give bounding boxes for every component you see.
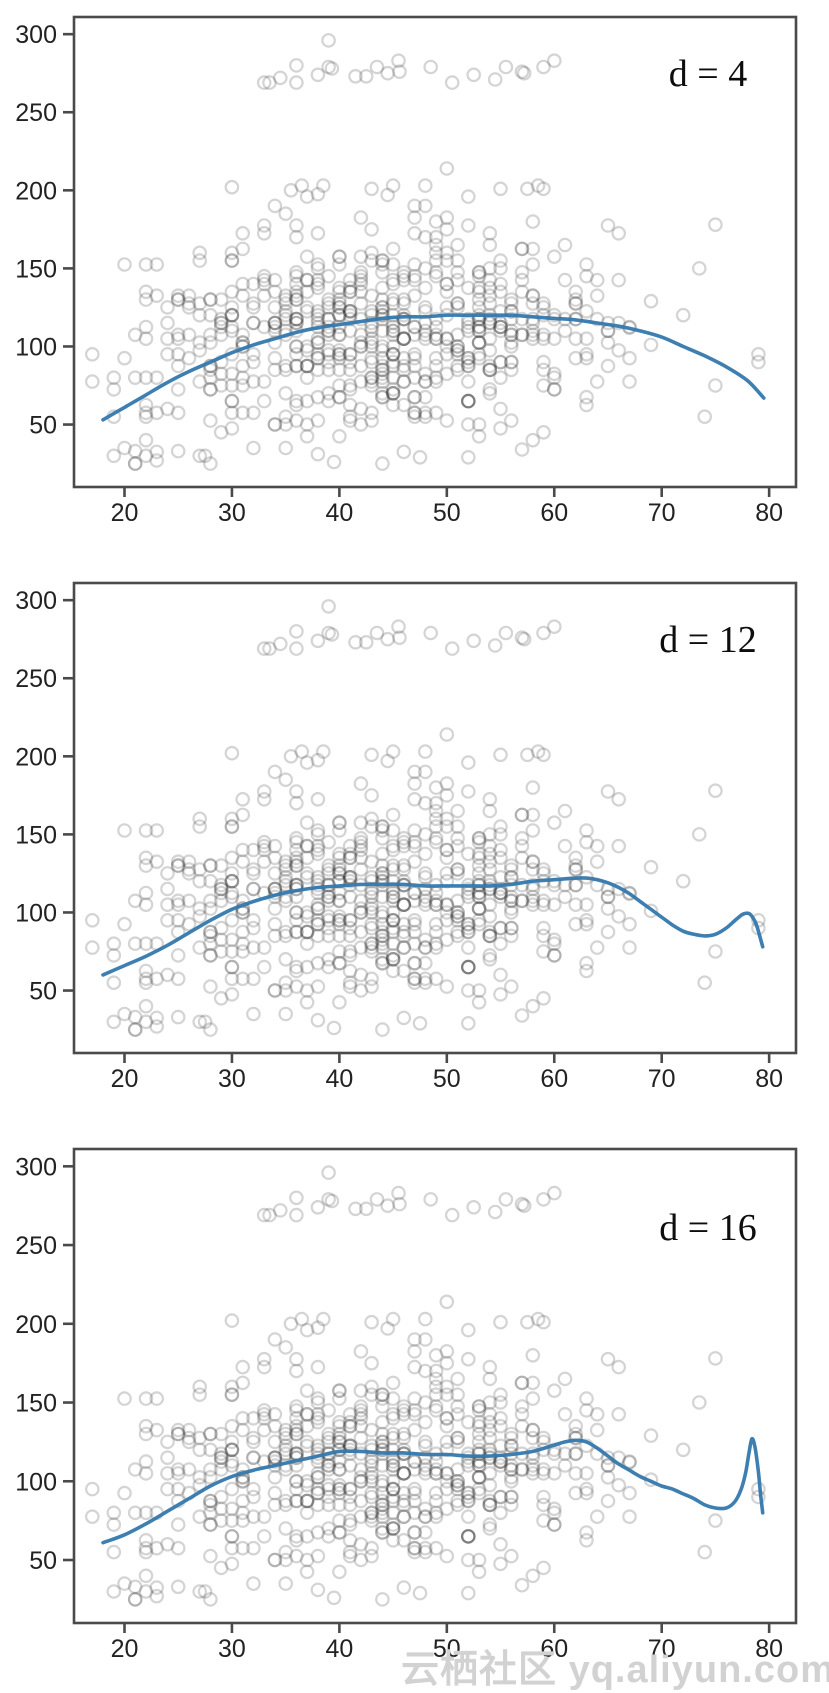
plot-d16: 20 30 40 50 60 70 80 50 100 150 200 250 300 d = 16 xyxy=(0,1126,829,1693)
x-tick-label: 20 xyxy=(111,1065,139,1093)
y-tick-label: 300 xyxy=(15,587,57,615)
y-tick-label: 150 xyxy=(15,255,57,283)
y-tick-label: 150 xyxy=(15,1390,57,1418)
polynomial-fit-degree-16 xyxy=(101,1436,765,1545)
x-tick-label: 50 xyxy=(433,1635,461,1663)
y-tick-label: 150 xyxy=(15,821,57,849)
polynomial-fit-degree-4 xyxy=(101,313,766,422)
x-tick-label: 30 xyxy=(218,1065,246,1093)
x-tick-label: 40 xyxy=(325,1065,353,1093)
x-tick-label: 70 xyxy=(648,499,676,527)
y-tick-label: 50 xyxy=(29,978,57,1006)
x-tick-label: 60 xyxy=(540,499,568,527)
y-tick-label: 100 xyxy=(15,899,57,927)
scatter-points xyxy=(85,599,766,1037)
chart-svg: 20 30 40 50 60 70 80 50 100 150 200 250 300 d = 12 xyxy=(15,581,798,1093)
x-tick-label: 50 xyxy=(433,1065,461,1093)
plot-d4: 20 30 40 50 60 70 80 50 100 150 200 250 300 d = 4 xyxy=(0,0,829,560)
plot-d12: 20 30 40 50 60 70 80 50 100 150 200 250 300 d = 12 xyxy=(0,560,829,1126)
x-tick-label: 70 xyxy=(648,1065,676,1093)
x-tick-label: 30 xyxy=(218,1635,246,1663)
y-tick-label: 200 xyxy=(15,1311,57,1339)
axes-frame xyxy=(72,1147,798,1625)
plot-title: d = 4 xyxy=(669,53,747,95)
y-tick-label: 50 xyxy=(29,1547,57,1575)
x-tick-label: 50 xyxy=(433,499,461,527)
y-tick-label: 300 xyxy=(15,21,57,49)
y-tick-label: 100 xyxy=(15,1468,57,1496)
y-tick-label: 200 xyxy=(15,177,57,205)
x-tick-label: 40 xyxy=(325,499,353,527)
x-tick-label: 80 xyxy=(755,499,783,527)
axes-frame xyxy=(72,581,798,1055)
y-tick-label: 100 xyxy=(15,333,57,361)
plot-title: d = 12 xyxy=(659,619,756,661)
plot-title: d = 16 xyxy=(659,1207,756,1249)
x-tick-label: 40 xyxy=(325,1635,353,1663)
scatter-points xyxy=(85,1165,766,1607)
scatter-points xyxy=(85,33,766,471)
chart-svg: 20 30 40 50 60 70 80 50 100 150 200 250 300 d = 16 xyxy=(15,1147,798,1663)
y-tick-label: 200 xyxy=(15,743,57,771)
x-tick-label: 20 xyxy=(111,499,139,527)
y-tick-label: 50 xyxy=(29,412,57,440)
x-tick-label: 80 xyxy=(755,1065,783,1093)
x-tick-label: 30 xyxy=(218,499,246,527)
x-tick-label: 70 xyxy=(648,1635,676,1663)
x-tick-label: 80 xyxy=(755,1635,783,1663)
y-tick-label: 250 xyxy=(15,1232,57,1260)
y-tick-label: 300 xyxy=(15,1153,57,1181)
y-tick-label: 250 xyxy=(15,99,57,127)
chart-svg: 20 30 40 50 60 70 80 50 100 150 200 250 300 d = 4 xyxy=(15,15,798,527)
x-tick-label: 60 xyxy=(540,1635,568,1663)
polynomial-fit-degree-12 xyxy=(101,876,765,977)
x-tick-label: 20 xyxy=(111,1635,139,1663)
y-tick-label: 250 xyxy=(15,665,57,693)
axes-frame xyxy=(72,15,798,489)
x-tick-label: 60 xyxy=(540,1065,568,1093)
